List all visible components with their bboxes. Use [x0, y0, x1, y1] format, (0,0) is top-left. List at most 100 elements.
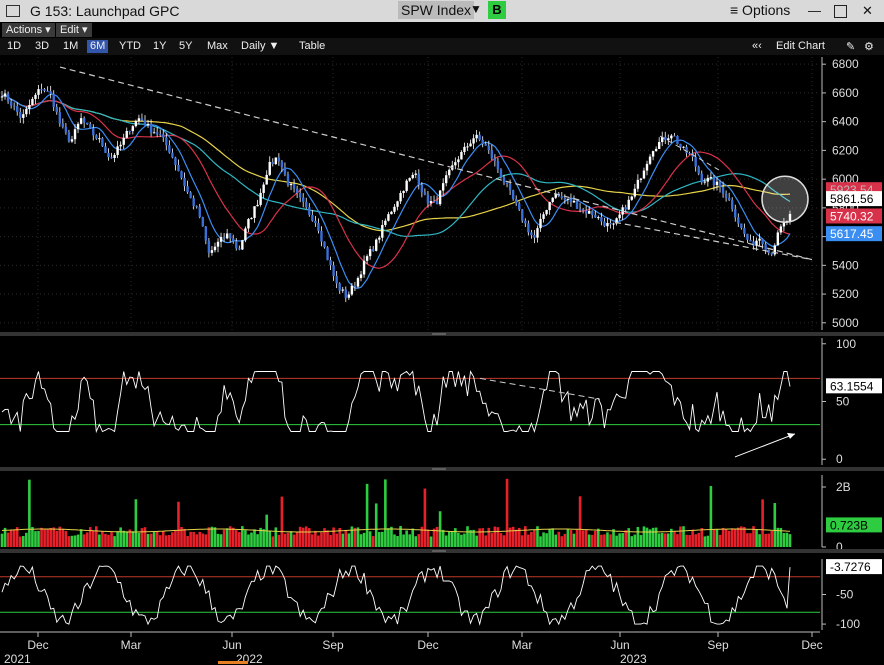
- candle-body: [682, 146, 685, 148]
- candle-body: [390, 211, 393, 215]
- candle-body: [697, 166, 700, 174]
- b-button[interactable]: B: [488, 1, 506, 19]
- volume-bar: [158, 535, 162, 547]
- volume-bar: [782, 533, 786, 547]
- volume-bar: [298, 526, 302, 547]
- volume-bar: [195, 534, 199, 547]
- candle-body: [484, 144, 487, 146]
- period-max[interactable]: Max: [207, 40, 228, 52]
- candle-body: [764, 244, 767, 251]
- candle-body: [511, 190, 515, 199]
- candle-body: [225, 233, 229, 239]
- volume-bar: [9, 529, 13, 547]
- volume-bar: [210, 526, 214, 547]
- volume-bar: [575, 529, 579, 547]
- close-icon[interactable]: ✕: [862, 3, 873, 18]
- candle-body: [265, 174, 268, 185]
- frequency-select[interactable]: Daily ▼: [241, 40, 280, 52]
- candle-body: [563, 197, 567, 200]
- volume-bar: [37, 530, 40, 547]
- chart-area[interactable]: 5000520054005600580060006200640066006800…: [0, 55, 884, 665]
- candle-body: [107, 152, 110, 158]
- candle-body: [95, 135, 98, 139]
- candle-body: [709, 177, 713, 179]
- candle-body: [356, 278, 360, 287]
- candle-body: [292, 183, 296, 189]
- edit-chart-button[interactable]: Edit Chart: [776, 40, 825, 52]
- volume-bar: [496, 527, 500, 547]
- candle-body: [89, 124, 92, 129]
- candle-body: [630, 196, 633, 200]
- volume-bar: [393, 534, 396, 547]
- volume-bar: [624, 530, 628, 547]
- period-5y[interactable]: 5Y: [179, 40, 193, 52]
- candle-body: [688, 153, 691, 155]
- volume-bar: [597, 528, 600, 547]
- maximize-icon[interactable]: [834, 5, 847, 18]
- vol-last-value: 0.723B: [830, 518, 868, 532]
- volume-bar: [736, 527, 740, 547]
- candle-body: [85, 122, 89, 125]
- volume-bar: [207, 527, 211, 547]
- volume-bar: [31, 527, 34, 547]
- candle-body: [49, 91, 52, 94]
- candle-body: [746, 233, 749, 240]
- chart-edit-icon[interactable]: ✎: [846, 41, 856, 53]
- volume-bar: [250, 532, 253, 547]
- volume-bar: [639, 535, 643, 547]
- candle-body: [189, 192, 192, 199]
- minimize-icon[interactable]: —: [808, 3, 821, 18]
- volume-bar: [645, 527, 649, 547]
- period-3d[interactable]: 3D: [35, 40, 50, 52]
- candle-body: [730, 200, 734, 210]
- candle-body: [174, 157, 177, 166]
- edit-menu[interactable]: Edit ▾: [56, 23, 92, 37]
- period-1d[interactable]: 1D: [7, 40, 22, 52]
- candle-body: [542, 214, 545, 219]
- table-button[interactable]: Table: [299, 40, 326, 52]
- candle-body: [530, 232, 533, 236]
- candle-body: [639, 178, 643, 180]
- volume-bar: [222, 529, 226, 547]
- candle-body: [73, 129, 77, 140]
- candle-body: [110, 157, 113, 159]
- volume-bar: [283, 533, 287, 547]
- volume-bar: [107, 534, 110, 547]
- ticker-field[interactable]: SPW Index: [398, 1, 475, 19]
- volume-bar: [49, 527, 52, 547]
- candle-body: [502, 177, 506, 183]
- volume-bar: [332, 527, 335, 547]
- candle-body: [724, 193, 728, 198]
- candle-body: [417, 173, 421, 185]
- period-1m[interactable]: 1M: [63, 40, 79, 52]
- x-month-label: Jun: [610, 638, 629, 652]
- volume-bar: [487, 527, 491, 547]
- candle-body: [749, 239, 752, 242]
- volume-bar: [444, 535, 448, 547]
- volume-bar: [423, 488, 427, 547]
- candle-body: [332, 265, 335, 276]
- ticker-caret-icon[interactable]: ▼: [470, 2, 482, 16]
- settings-gear-icon[interactable]: ⚙: [864, 41, 874, 53]
- osc-trendline: [479, 377, 601, 400]
- candle-body: [159, 134, 162, 136]
- candle-body: [195, 206, 198, 208]
- volume-bar: [326, 530, 329, 547]
- volume-bar: [667, 533, 670, 547]
- options-button[interactable]: ≡ Options: [730, 2, 791, 18]
- candle-body: [670, 135, 673, 139]
- period-1y[interactable]: 1Y: [153, 40, 167, 52]
- actions-menu[interactable]: Actions ▾: [2, 23, 55, 37]
- candle-body: [560, 196, 564, 198]
- nav-back-icon[interactable]: «‹: [752, 40, 762, 52]
- period-ytd[interactable]: YTD: [119, 40, 141, 52]
- volume-bar: [706, 535, 710, 547]
- volume-bar: [234, 530, 238, 547]
- candle-body: [788, 213, 792, 221]
- volume-bar: [712, 529, 716, 547]
- candle-body: [238, 248, 241, 250]
- volume-bar: [764, 533, 767, 547]
- period-6m[interactable]: 6M: [87, 40, 109, 53]
- candle-body: [384, 220, 387, 225]
- volume-bar: [286, 532, 290, 547]
